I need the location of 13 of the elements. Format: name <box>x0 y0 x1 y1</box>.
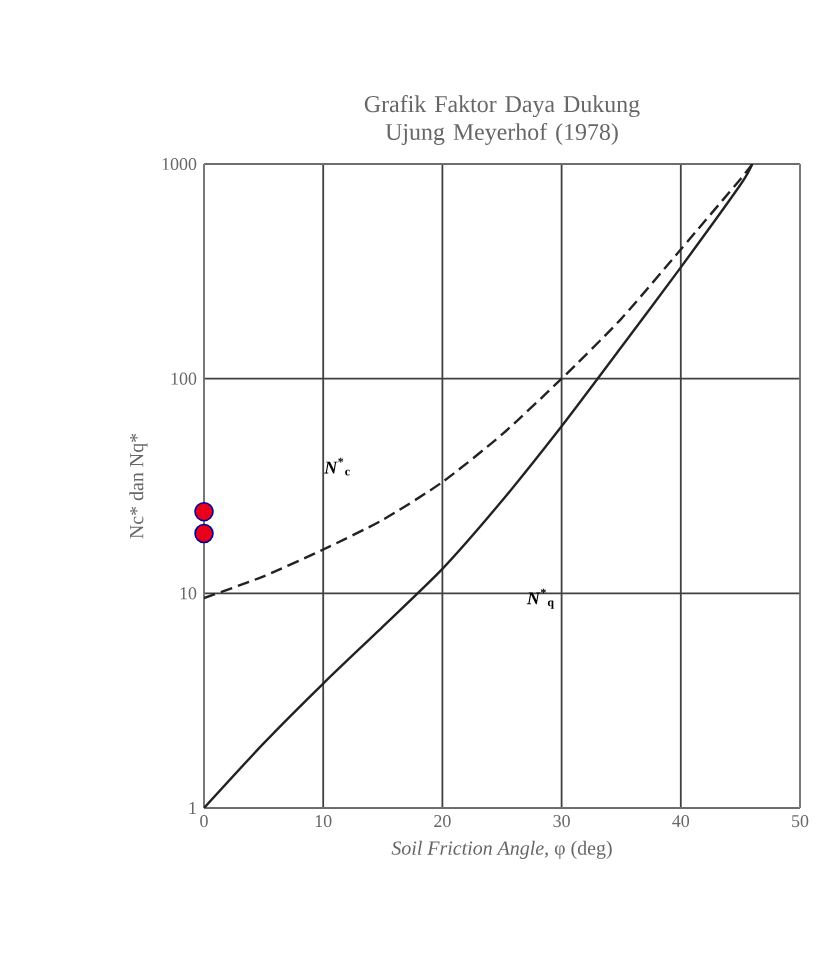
x-axis-title: Soil Friction Angle, φ (deg) <box>391 840 612 859</box>
x-tick-label: 40 <box>672 815 690 828</box>
y-tick-label: 1000 <box>162 157 197 171</box>
y-axis-title: Nc* dan Nq* <box>129 433 148 539</box>
y-tick-label: 100 <box>171 372 197 385</box>
y-tick-label: 10 <box>180 587 197 600</box>
x-tick-label: 10 <box>315 815 332 828</box>
x-tick-label: 30 <box>553 815 570 828</box>
x-tick-label: 20 <box>434 815 451 828</box>
chart-title: Grafik Faktor Daya Dukung Ujung Meyerhof (1978) <box>364 95 640 145</box>
x-tick-label: 0 <box>200 815 208 828</box>
x-tick-label: 50 <box>792 815 809 828</box>
y-tick-label: 1 <box>189 802 196 814</box>
